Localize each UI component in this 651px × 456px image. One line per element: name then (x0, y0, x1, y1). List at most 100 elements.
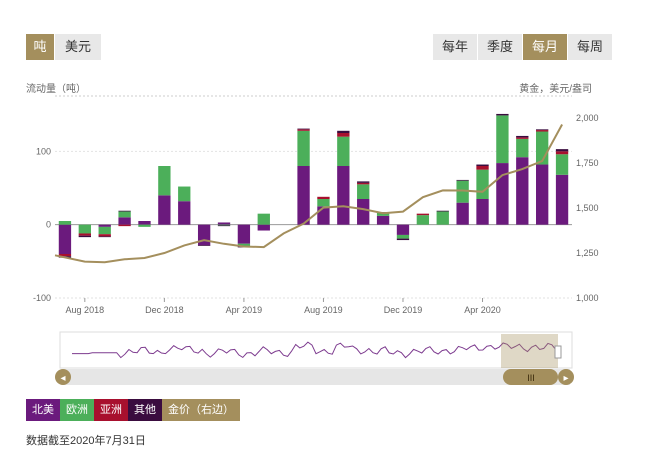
bar-segment (118, 210, 131, 212)
bar-segment (118, 211, 131, 218)
bar-segment (217, 222, 231, 225)
bar-segment (317, 206, 330, 225)
bar-segment (357, 182, 370, 185)
bar-segment (98, 226, 111, 235)
period-monthly-button[interactable]: 每月 (523, 34, 567, 60)
navigator-line (72, 341, 557, 359)
unit-usd-button[interactable]: 美元 (55, 34, 101, 60)
bar-segment (456, 180, 469, 203)
bar-segment (555, 149, 569, 152)
left-tick-label: -100 (33, 293, 51, 303)
bar-segment (516, 137, 529, 139)
navigator: III ◂ ▸ (55, 331, 574, 385)
navigator-selection[interactable] (501, 334, 558, 368)
gold-price-line (54, 124, 563, 264)
bar-segment (496, 113, 509, 116)
bar-segment (138, 221, 151, 225)
right-tick-label: 1,500 (576, 203, 599, 213)
bar-segment (436, 210, 449, 212)
bar-segment (257, 224, 270, 231)
bar-segment (496, 115, 509, 164)
bar-segment (357, 181, 370, 183)
bar-segment (197, 245, 211, 246)
bar-segment (118, 224, 131, 227)
bar-segment (396, 224, 410, 235)
bar-segment (536, 129, 549, 131)
bar-segment (78, 233, 91, 236)
bar-segment (476, 166, 489, 170)
bar-segment (416, 213, 430, 216)
legend-item-asia[interactable]: 亚洲 (94, 399, 128, 421)
scroll-right-button[interactable] (558, 369, 574, 385)
legend-item-north-america[interactable]: 北美 (26, 399, 60, 421)
period-quarterly-button[interactable]: 季度 (478, 34, 522, 60)
bar-segment (337, 130, 350, 133)
legend-item-other[interactable]: 其他 (128, 399, 162, 421)
right-tick-label: 1,000 (576, 293, 599, 303)
right-tick-label: 1,750 (576, 158, 599, 168)
x-tick-label: Aug 2019 (304, 305, 343, 315)
legend: 北美 欧洲 亚洲 其他 金价（右边） (26, 399, 240, 421)
bar-segment (516, 157, 529, 225)
x-tick-label: Aug 2018 (66, 305, 105, 315)
bar-segment (138, 224, 151, 227)
bar-segment (178, 201, 191, 225)
bar-segment (317, 196, 330, 199)
navigator-right-handle[interactable] (554, 345, 562, 359)
bar-segment (536, 164, 549, 225)
scrollbar-track[interactable] (62, 369, 570, 385)
axes: -100 0 100 1,000 1,250 1,500 1,750 2,000 Aug 201… (33, 113, 599, 315)
scroll-left-arrow-icon: ◂ (60, 373, 65, 384)
bar-segment (337, 136, 350, 166)
bar-segment (217, 225, 231, 227)
bar-segment (357, 199, 370, 225)
period-yearly-button[interactable]: 每年 (433, 34, 477, 60)
grid (55, 95, 572, 299)
bar-segment (476, 169, 489, 199)
bar-segment (257, 213, 270, 225)
right-axis-title: 黄金，美元/盎司 (519, 84, 592, 95)
bar-segment (376, 212, 390, 216)
bar-segment (456, 179, 469, 181)
legend-item-europe[interactable]: 欧洲 (60, 399, 94, 421)
left-axis-title: 流动量（吨） (26, 84, 86, 95)
bar-segment (297, 128, 310, 130)
scrollbar-thumb[interactable] (503, 369, 558, 385)
bar-segment (58, 254, 72, 257)
bar-segment (555, 174, 569, 225)
period-weekly-button[interactable]: 每周 (568, 34, 612, 60)
bar-segment (98, 234, 111, 237)
bars (58, 113, 569, 258)
bar-segment (178, 186, 191, 202)
bar-segment (337, 166, 350, 225)
bar-segment (78, 235, 91, 238)
bar-segment (118, 217, 131, 225)
bar-segment (516, 135, 529, 138)
flows-chart: -100 0 100 1,000 1,250 1,500 1,750 2,000 Aug 201… (33, 95, 599, 385)
legend-item-gold-price[interactable]: 金价（右边） (162, 399, 240, 421)
bar-segment (297, 166, 310, 225)
right-tick-label: 1,250 (576, 248, 599, 258)
bar-segment (237, 224, 251, 244)
unit-tonnes-button[interactable]: 吨 (26, 34, 54, 60)
scroll-right-arrow-icon: ▸ (563, 373, 568, 384)
bar-segment (158, 195, 171, 225)
bar-segment (237, 243, 251, 246)
bar-segment (317, 199, 330, 207)
bar-segment (58, 224, 72, 254)
bar-segment (496, 163, 509, 225)
bar-segment (396, 238, 410, 241)
bar-segment (297, 130, 310, 166)
bar-segment (555, 151, 569, 155)
bar-segment (436, 211, 449, 225)
navigator-frame (59, 331, 573, 369)
bar-segment (337, 133, 350, 137)
bar-segment (476, 164, 489, 166)
left-tick-label: 100 (36, 146, 51, 156)
bar-segment (357, 184, 370, 199)
bar-segment (476, 199, 489, 225)
x-tick-label: Dec 2019 (384, 305, 423, 315)
bar-segment (516, 138, 529, 158)
scroll-left-button[interactable] (55, 369, 71, 385)
x-tick-label: Apr 2019 (226, 305, 263, 315)
